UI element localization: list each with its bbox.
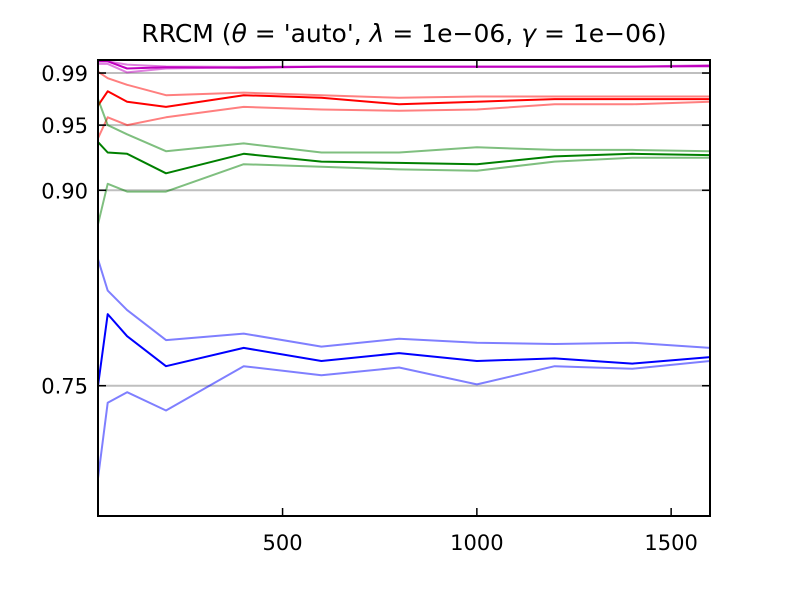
series-line-095-1: [97, 70, 710, 99]
plot-frame: [97, 59, 711, 517]
series-line-075-2: [97, 313, 711, 386]
series-line-090-1: [97, 98, 711, 154]
chart-title: RRCM (θ = 'auto', λ = 1e−06, γ = 1e−06): [141, 19, 666, 48]
series-line-075-1: [97, 259, 711, 349]
y-axis: 0.75 0.90 0.95 0.99: [41, 62, 710, 399]
y-tick-label: 0.90: [41, 179, 88, 203]
series-line-099-3: [98, 62, 710, 74]
series-line-095-2: [97, 90, 710, 108]
reference-lines: [98, 72, 710, 387]
x-tick-label: 500: [263, 531, 303, 555]
x-tick-label: 1500: [644, 531, 697, 555]
y-tick-label: 0.99: [41, 62, 88, 86]
x-axis: 500 1000 1500: [263, 60, 698, 555]
series-line-095-3: [97, 100, 711, 139]
series-line-090-3: [97, 156, 710, 225]
series-line-075-3: [97, 360, 711, 479]
series-line-090-2: [97, 141, 711, 175]
series-lines: [97, 60, 711, 479]
y-tick-label: 0.75: [41, 375, 88, 399]
x-tick-label: 1000: [450, 531, 503, 555]
y-tick-label: 0.95: [41, 114, 88, 138]
